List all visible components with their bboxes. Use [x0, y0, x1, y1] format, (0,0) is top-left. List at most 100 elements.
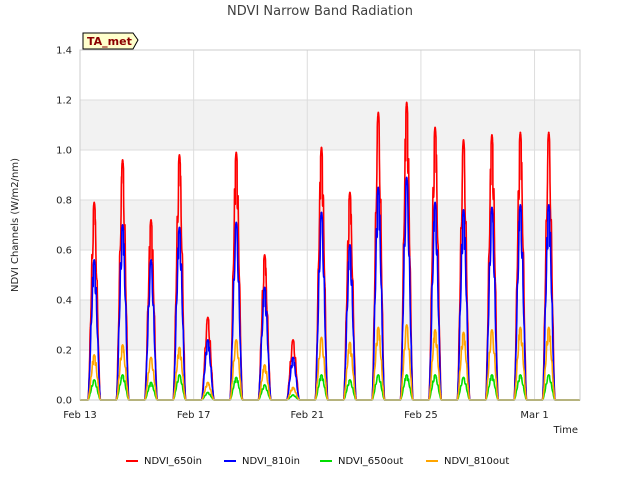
plot-band — [80, 100, 580, 150]
daily-peak-point — [178, 154, 181, 156]
daily-peak-point — [206, 339, 209, 341]
daily-peak-point — [121, 374, 124, 376]
daily-peak-point — [405, 324, 408, 326]
daily-peak-point — [93, 259, 96, 261]
daily-peak-point — [519, 204, 522, 206]
daily-peak-point — [547, 131, 550, 134]
daily-peak-point — [462, 139, 465, 141]
daily-peak-point — [519, 326, 522, 329]
daily-peak-point — [235, 376, 238, 379]
daily-peak-point — [235, 339, 238, 341]
chart-title: NDVI Narrow Band Radiation — [227, 4, 413, 19]
y-tick-label: 0.2 — [56, 346, 72, 357]
legend-label-NDVI_810in: NDVI_810in — [242, 456, 300, 467]
plot-band — [80, 200, 580, 250]
daily-peak-point — [434, 201, 437, 204]
daily-peak-point — [93, 354, 96, 356]
ta-met-badge: TA_met — [82, 32, 139, 50]
daily-peak-point — [292, 394, 294, 396]
y-axis-ticks: 0.0 0.2 0.4 0.6 0.8 1.0 1.2 1.4 — [56, 46, 72, 407]
x-axis-ticks: Feb 13 Feb 17 Feb 21 Feb 25 Mar 1 — [63, 410, 549, 421]
daily-peak-point — [405, 374, 408, 376]
daily-peak-point — [377, 374, 380, 376]
y-tick-label: 0.8 — [56, 196, 72, 207]
daily-peak-point — [348, 341, 351, 344]
legend-label-NDVI_650out: NDVI_650out — [338, 456, 403, 467]
daily-peak-point — [320, 211, 323, 214]
daily-peak-point — [320, 146, 323, 149]
daily-peak-point — [348, 191, 351, 194]
daily-peak-point — [348, 244, 351, 246]
legend-label-NDVI_650in: NDVI_650in — [144, 456, 202, 467]
daily-peak-point — [121, 344, 124, 346]
daily-peak-point — [491, 329, 493, 331]
x-tick-label: Feb 13 — [63, 410, 97, 421]
daily-peak-point — [519, 374, 522, 376]
x-tick-label: Mar 1 — [520, 410, 548, 421]
daily-peak-point — [377, 111, 380, 114]
plot-band — [80, 50, 580, 100]
y-tick-label: 1.0 — [56, 146, 72, 157]
daily-peak-point — [93, 379, 96, 381]
daily-peak-point — [121, 159, 124, 161]
daily-peak-point — [434, 374, 437, 376]
legend: NDVI_650in NDVI_810in NDVI_650out NDVI_810o… — [126, 456, 509, 467]
daily-peak-point — [405, 101, 408, 104]
daily-peak-point — [491, 374, 493, 376]
daily-peak-point — [377, 186, 380, 189]
daily-peak-point — [519, 131, 522, 134]
daily-peak-point — [150, 356, 152, 359]
daily-peak-point — [377, 326, 380, 329]
daily-peak-point — [178, 374, 181, 376]
daily-peak-point — [150, 259, 152, 261]
daily-peak-point — [491, 206, 493, 209]
daily-peak-point — [150, 219, 152, 221]
daily-peak-point — [292, 386, 294, 389]
daily-peak-point — [93, 201, 96, 204]
daily-peak-point — [462, 331, 465, 334]
daily-peak-point — [263, 384, 266, 386]
y-tick-label: 0.0 — [56, 396, 72, 407]
x-tick-label: Feb 17 — [177, 410, 211, 421]
x-tick-label: Feb 25 — [404, 410, 438, 421]
plot-frame — [79, 49, 581, 401]
daily-peak-point — [178, 226, 181, 229]
daily-peak-point — [547, 204, 550, 206]
daily-peak-point — [206, 391, 209, 394]
daily-peak-point — [462, 376, 465, 379]
daily-peak-point — [462, 209, 465, 211]
badge-shape — [82, 32, 139, 50]
y-axis-label: NDVI Channels (W/m2/nm) — [10, 158, 21, 292]
daily-peak-point — [434, 126, 437, 129]
daily-peak-point — [235, 151, 238, 154]
daily-peak-point — [235, 221, 238, 224]
y-tick-label: 0.6 — [56, 246, 72, 257]
daily-peak-point — [348, 379, 351, 381]
daily-peak-point — [434, 329, 437, 331]
daily-peak-point — [491, 134, 493, 136]
daily-peak-point — [320, 336, 323, 339]
badge-label: TA_met — [87, 35, 132, 48]
y-tick-label: 1.4 — [56, 46, 72, 57]
y-tick-label: 0.4 — [56, 296, 72, 307]
plot-band — [80, 250, 580, 300]
daily-peak-point — [547, 326, 550, 329]
daily-peak-point — [292, 356, 294, 359]
daily-peak-point — [263, 364, 266, 366]
y-tick-label: 1.2 — [56, 96, 72, 107]
daily-peak-point — [405, 176, 408, 179]
daily-peak-point — [320, 374, 323, 376]
daily-peak-point — [178, 346, 181, 349]
daily-peak-point — [263, 286, 266, 289]
daily-peak-point — [547, 374, 550, 376]
legend-label-NDVI_810out: NDVI_810out — [444, 456, 509, 467]
plot-band — [80, 150, 580, 200]
daily-peak-point — [121, 224, 124, 226]
daily-peak-point — [206, 316, 209, 319]
daily-peak-point — [206, 381, 209, 384]
x-axis-label: Time — [553, 425, 578, 436]
daily-peak-point — [292, 339, 294, 341]
daily-peak-point — [150, 381, 152, 384]
x-tick-label: Feb 21 — [290, 410, 324, 421]
